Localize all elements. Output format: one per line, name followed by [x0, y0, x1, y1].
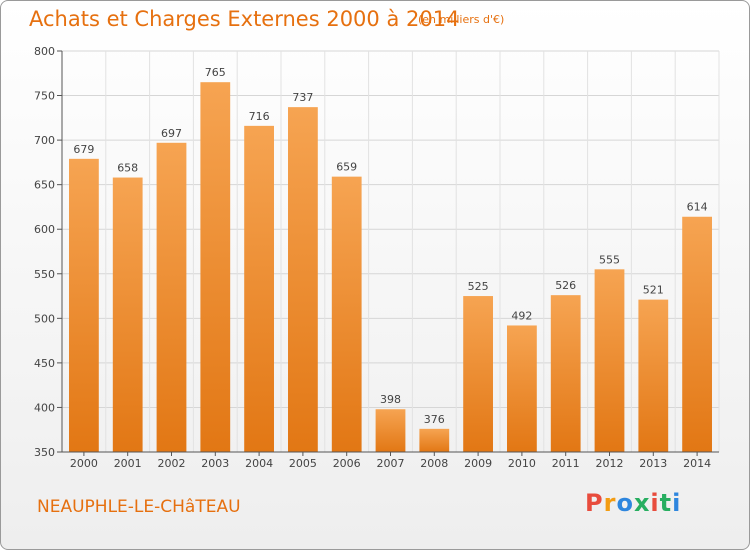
logo-letter: i	[650, 489, 660, 517]
y-tick-label: 550	[34, 268, 55, 281]
bar	[288, 107, 318, 452]
x-tick-label: 2011	[552, 457, 580, 470]
data-label: 376	[424, 413, 445, 426]
x-tick-label: 2010	[508, 457, 536, 470]
x-tick-label: 2013	[639, 457, 667, 470]
y-tick-label: 700	[34, 134, 55, 147]
x-tick-label: 2014	[683, 457, 711, 470]
data-label: 555	[599, 253, 620, 266]
y-tick-label: 750	[34, 90, 55, 103]
bar	[550, 295, 581, 452]
x-tick-label: 2000	[70, 457, 98, 470]
y-tick-label: 600	[34, 223, 55, 236]
x-tick-label: 2006	[333, 457, 361, 470]
bar	[419, 428, 450, 452]
axes: 350 400 450 500 550 600 650 700 750 800 2000 2001 20…	[34, 45, 719, 470]
x-tick-label: 2007	[377, 457, 405, 470]
x-tick-label: 2003	[201, 457, 229, 470]
logo-letter: r	[603, 489, 617, 517]
data-label: 765	[205, 66, 226, 79]
x-tick-label: 2012	[596, 457, 624, 470]
place-name: NEAUPHLE-LE-CHâTEAU	[37, 497, 241, 517]
bar	[507, 325, 537, 452]
data-label: 679	[73, 143, 94, 156]
bar	[244, 125, 274, 452]
y-tick-label: 400	[34, 401, 55, 414]
y-tick-label: 450	[34, 357, 55, 370]
logo-letter: x	[633, 489, 651, 517]
bars: 679 658 697 765 716 737 659 398 376 525 492 526 555 5…	[69, 66, 712, 453]
data-label: 716	[249, 110, 270, 123]
logo-letter: o	[616, 489, 634, 517]
x-tick-label: 2008	[420, 457, 448, 470]
bar	[200, 82, 231, 452]
logo-letter: P	[585, 489, 604, 517]
bar	[375, 409, 406, 452]
y-tick-label: 500	[34, 312, 55, 325]
x-tick-label: 2009	[464, 457, 492, 470]
logo-letter: i	[672, 489, 682, 517]
data-label: 737	[292, 91, 313, 104]
data-label: 526	[555, 279, 576, 292]
bar	[156, 142, 187, 453]
x-tick-label: 2002	[158, 457, 186, 470]
data-label: 521	[643, 284, 664, 297]
data-label: 492	[511, 309, 532, 322]
chart-subtitle: (en milliers d'€)	[418, 13, 505, 26]
y-tick-label: 650	[34, 179, 55, 192]
bar	[112, 177, 143, 452]
data-label: 659	[336, 161, 357, 174]
x-tick-label: 2001	[114, 457, 142, 470]
bar	[638, 299, 669, 452]
data-label: 614	[687, 201, 708, 214]
data-label: 658	[117, 162, 138, 175]
data-label: 697	[161, 127, 182, 140]
bar	[331, 176, 362, 452]
y-tick-label: 350	[34, 446, 55, 459]
data-label: 398	[380, 393, 401, 406]
y-tick-label: 800	[34, 45, 55, 58]
bar	[682, 216, 712, 452]
logo-letter: t	[659, 489, 673, 517]
proxiti-logo[interactable]: Proxiti	[585, 489, 681, 517]
bar	[69, 158, 99, 452]
x-tick-label: 2004	[245, 457, 273, 470]
x-tick-label: 2005	[289, 457, 317, 470]
data-label: 525	[468, 280, 489, 293]
bar	[463, 296, 493, 452]
bar	[594, 269, 625, 452]
chart-title: Achats et Charges Externes 2000 à 2014	[29, 7, 460, 31]
